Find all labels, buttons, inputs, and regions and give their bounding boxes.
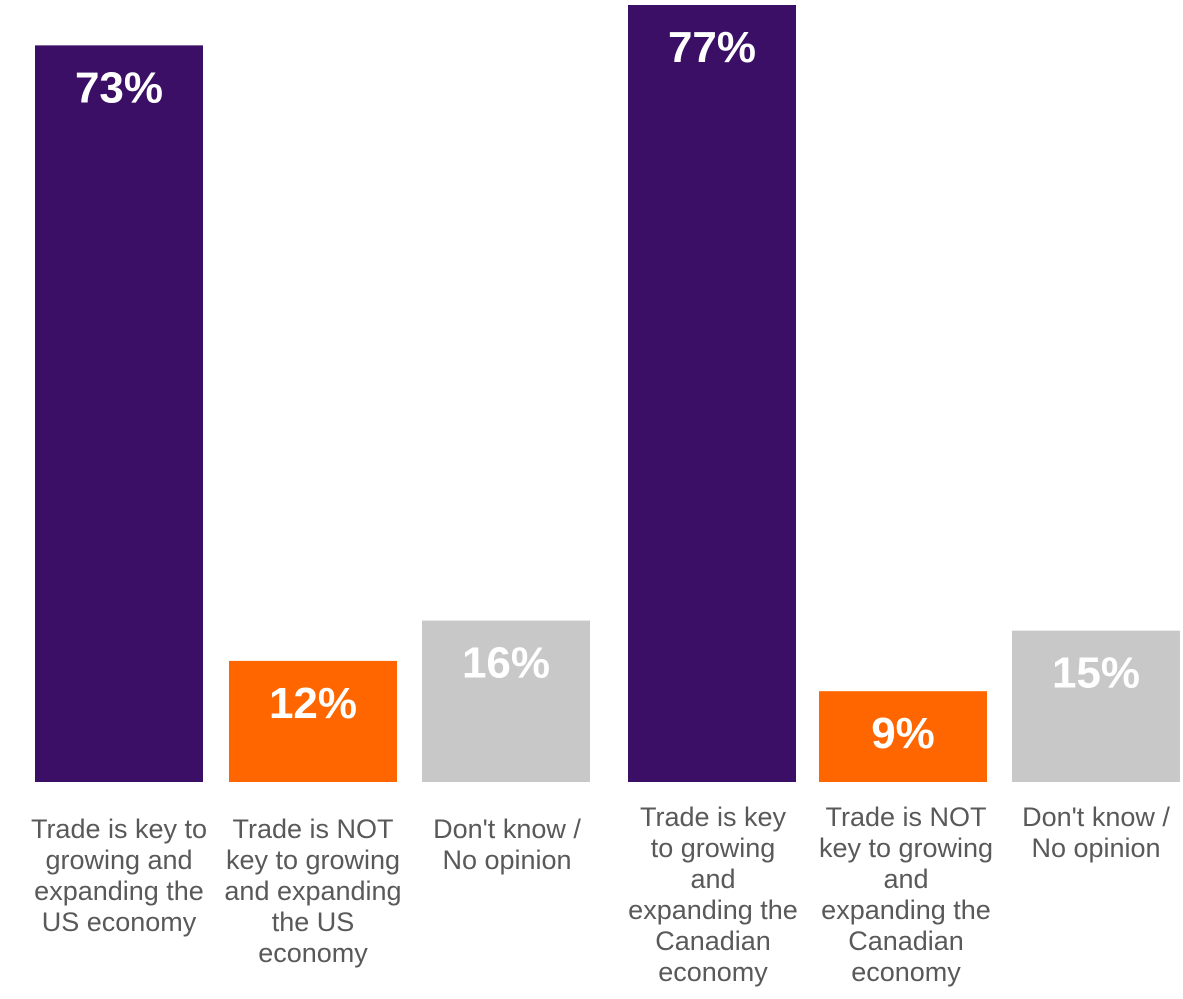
bar-2-1 xyxy=(628,5,796,782)
category-label-line: expanding the xyxy=(821,895,991,925)
category-label-1-1: Trade is key to growing and expanding the U… xyxy=(31,814,207,937)
category-label-line: Trade is NOT xyxy=(232,814,393,844)
category-label-line: Don't know / xyxy=(1022,802,1170,832)
bar-2-3 xyxy=(1012,630,1180,782)
bar-value-label-2-3: 15% xyxy=(1052,649,1140,698)
category-label-line: Trade is NOT xyxy=(825,802,986,832)
category-label-line: and xyxy=(883,864,928,894)
category-label-line: the US xyxy=(272,907,355,937)
bar-1-2 xyxy=(229,660,397,782)
category-label-line: economy xyxy=(258,938,368,968)
bar-2-2 xyxy=(819,691,987,782)
category-label-1-2: Trade is NOT key to growing and expanding t… xyxy=(224,814,401,968)
category-label-line: economy xyxy=(851,957,961,987)
category-label-line: key to growing xyxy=(226,845,400,875)
bar-1-3 xyxy=(422,620,590,782)
category-label-2-3: Don't know / No opinion xyxy=(1022,802,1170,863)
category-label-line: growing and xyxy=(45,845,192,875)
bar-value-label-2-1: 77% xyxy=(668,23,756,72)
category-label-2-2: Trade is NOT key to growing and expanding t… xyxy=(819,802,993,987)
category-label-line: Trade is key xyxy=(640,802,787,832)
bar-value-label-1-3: 16% xyxy=(462,639,550,688)
category-label-line: expanding the xyxy=(628,895,798,925)
bar-1-1 xyxy=(35,45,203,782)
category-label-line: economy xyxy=(658,957,768,987)
category-label-line: Don't know / xyxy=(433,814,581,844)
category-label-line: to growing xyxy=(651,833,776,863)
category-label-line: Canadian xyxy=(848,926,964,956)
category-label-line: US economy xyxy=(42,907,197,937)
category-label-line: Canadian xyxy=(655,926,771,956)
category-label-2-1: Trade is key to growing and expanding the Ca… xyxy=(628,802,798,987)
bar-value-label-2-2: 9% xyxy=(871,709,935,758)
category-label-line: No opinion xyxy=(1031,833,1160,863)
bar-value-label-1-1: 73% xyxy=(75,63,163,112)
category-label-line: and expanding xyxy=(224,876,401,906)
category-label-line: No opinion xyxy=(442,845,571,875)
category-label-line: key to growing xyxy=(819,833,993,863)
category-label-line: Trade is key to xyxy=(31,814,207,844)
category-label-line: expanding the xyxy=(34,876,204,906)
category-label-1-3: Don't know / No opinion xyxy=(433,814,581,875)
bar-value-label-1-2: 12% xyxy=(269,679,357,728)
category-label-line: and xyxy=(690,864,735,894)
